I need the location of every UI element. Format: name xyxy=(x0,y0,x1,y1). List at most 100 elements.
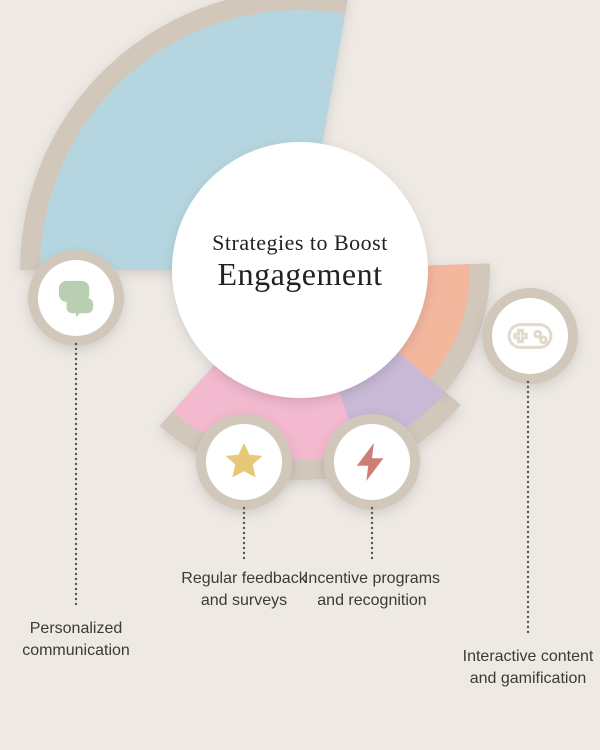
label-personalized: Personalized communication xyxy=(6,618,146,661)
connector-dot xyxy=(75,483,77,485)
connector-dot xyxy=(527,596,529,598)
connector-dot xyxy=(371,527,373,529)
title-line2: Engagement xyxy=(180,256,420,293)
connector-dot xyxy=(527,631,529,633)
connector-dot xyxy=(75,503,77,505)
connector-dot xyxy=(527,476,529,478)
connector-dot xyxy=(75,433,77,435)
connector-dot xyxy=(243,507,245,509)
connector-dot xyxy=(75,473,77,475)
connector-dot xyxy=(75,593,77,595)
connector-dot xyxy=(371,552,373,554)
connector-dot xyxy=(75,553,77,555)
connector-dot xyxy=(75,398,77,400)
center-title: Strategies to Boost Engagement xyxy=(180,230,420,293)
connector-dot xyxy=(75,363,77,365)
connector-dot xyxy=(527,581,529,583)
connector-dot xyxy=(371,542,373,544)
connector-dot xyxy=(75,508,77,510)
connector-dot xyxy=(371,532,373,534)
connector-dot xyxy=(371,517,373,519)
connector-dot xyxy=(75,533,77,535)
connector-dot xyxy=(75,408,77,410)
connector-dot xyxy=(527,531,529,533)
connector-dot xyxy=(527,546,529,548)
connector-dot xyxy=(527,521,529,523)
connector-dot xyxy=(527,551,529,553)
connector-dot xyxy=(243,557,245,559)
connector-dot xyxy=(527,601,529,603)
connector-dot xyxy=(243,527,245,529)
connector-dot xyxy=(75,603,77,605)
connector-dot xyxy=(527,506,529,508)
connector-dot xyxy=(75,438,77,440)
connector-dot xyxy=(527,621,529,623)
title-line1: Strategies to Boost xyxy=(180,230,420,256)
connector-dot xyxy=(243,517,245,519)
connector-dot xyxy=(527,396,529,398)
connector-dot xyxy=(75,423,77,425)
connector-dot xyxy=(527,561,529,563)
connector-dot xyxy=(527,386,529,388)
connector-dot xyxy=(75,588,77,590)
connector-dot xyxy=(75,518,77,520)
connector-dot xyxy=(75,528,77,530)
connector-dot xyxy=(75,353,77,355)
connector-dot xyxy=(527,626,529,628)
icon-badge-feedback xyxy=(196,414,292,510)
connector-dot xyxy=(75,563,77,565)
connector-dot xyxy=(75,418,77,420)
connector-dot xyxy=(527,571,529,573)
connector-dot xyxy=(527,381,529,383)
icon-badge-interactive xyxy=(482,288,578,384)
connector-dot xyxy=(527,471,529,473)
connector-dot xyxy=(527,436,529,438)
connector-dot xyxy=(527,491,529,493)
connector-dot xyxy=(243,522,245,524)
connector-dot xyxy=(75,558,77,560)
connector-dot xyxy=(527,406,529,408)
connector-dot xyxy=(75,393,77,395)
connector-dot xyxy=(75,348,77,350)
connector-dot xyxy=(527,421,529,423)
connector-dot xyxy=(75,583,77,585)
connector-dot xyxy=(527,456,529,458)
connector-dot xyxy=(527,541,529,543)
connector-dot xyxy=(371,512,373,514)
connector-dot xyxy=(75,403,77,405)
connector-dot xyxy=(371,507,373,509)
connector-dot xyxy=(75,468,77,470)
connector-dot xyxy=(75,463,77,465)
connector-dot xyxy=(75,513,77,515)
connector-dot xyxy=(527,496,529,498)
connector-dot xyxy=(75,598,77,600)
connector-dot xyxy=(243,547,245,549)
connector-dot xyxy=(527,441,529,443)
connector-dot xyxy=(75,343,77,345)
connector-dot xyxy=(75,573,77,575)
label-incentive: Incentive programs and recognition xyxy=(302,568,442,611)
connector-dot xyxy=(75,378,77,380)
connector-dot xyxy=(527,461,529,463)
connector-dot xyxy=(75,498,77,500)
connector-dot xyxy=(75,443,77,445)
connector-dot xyxy=(243,512,245,514)
connector-dot xyxy=(75,373,77,375)
connector-dot xyxy=(75,428,77,430)
connector-dot xyxy=(527,516,529,518)
connector-dot xyxy=(527,416,529,418)
connector-dot xyxy=(527,511,529,513)
connector-dot xyxy=(75,538,77,540)
connector-dot xyxy=(527,391,529,393)
connector-dot xyxy=(527,576,529,578)
connector-dot xyxy=(75,493,77,495)
connector-dot xyxy=(371,522,373,524)
connector-dot xyxy=(371,547,373,549)
connector-dot xyxy=(527,556,529,558)
connector-dot xyxy=(527,466,529,468)
connector-dot xyxy=(527,526,529,528)
connector-dot xyxy=(371,557,373,559)
connector-dot xyxy=(527,586,529,588)
connector-dot xyxy=(527,501,529,503)
connector-dot xyxy=(527,606,529,608)
